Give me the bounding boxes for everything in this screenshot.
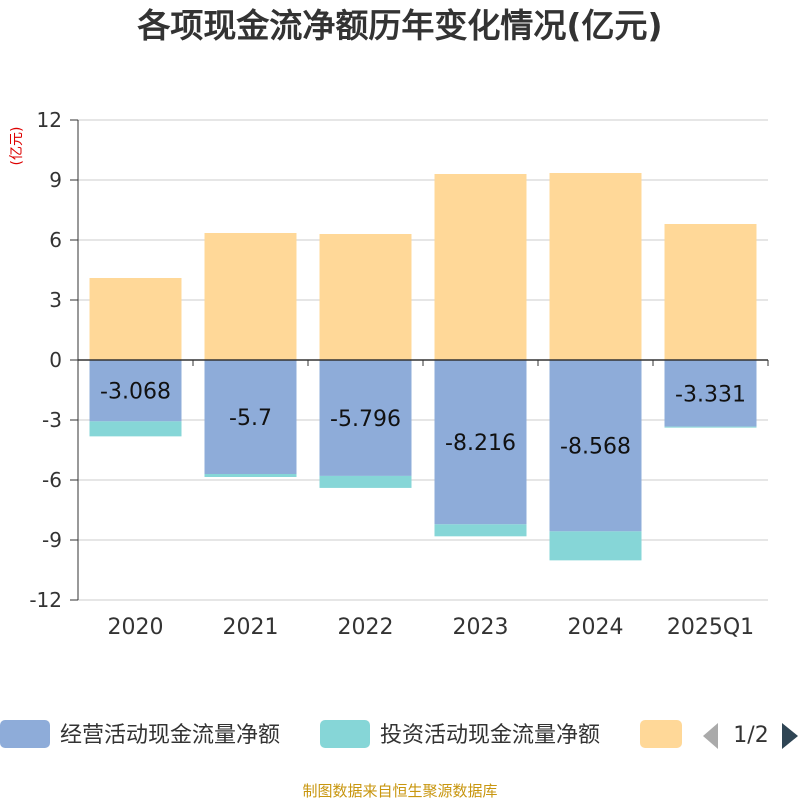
data-label: -3.068 [100,380,171,405]
x-tick-label: 2024 [568,615,624,640]
x-tick-label: 2022 [338,615,394,640]
bar-2022-series-1 [319,475,412,488]
y-tick-labels: 12 9 6 3 0 -3 -6 -9 -12 [29,108,78,612]
data-label: -3.331 [675,382,746,407]
bar-2023-series-1 [434,524,527,537]
legend-swatch-investing [320,720,370,748]
y-tick-label: -12 [29,588,62,612]
y-tick-label: -9 [42,528,62,552]
bar-2021-series-0 [204,360,297,474]
legend-prev-page-icon[interactable] [703,723,718,749]
data-labels: -3.068 -5.7 -5.796 -8.216 -8.568 -3.331 [100,380,746,460]
legend-swatch-operating [0,720,50,748]
bar-2022-series-0 [319,360,412,476]
legend-label-investing: 投资活动现金流量净额 [380,723,600,748]
bar-2021-series-1 [204,474,297,477]
y-tick-label: 6 [49,228,62,252]
chart-title: 各项现金流净额历年变化情况(亿元) [136,6,662,45]
bar-2023-series-0 [434,360,527,525]
y-tick-label: 12 [37,108,62,132]
x-tick-label: 2025Q1 [667,615,754,640]
y-tick-label: -3 [42,408,62,432]
x-tick-labels: 2020 2021 2022 2023 2024 2025Q1 [108,615,755,640]
bar-2025Q1-series-0 [664,360,757,427]
data-label: -8.568 [560,435,631,460]
legend-item-financing[interactable] [640,720,682,748]
legend-item-investing[interactable]: 投资活动现金流量净额 [320,720,600,748]
x-tick-label: 2023 [453,615,509,640]
y-tick-label: 0 [49,348,62,372]
y-tick-label: 3 [49,288,62,312]
legend: 经营活动现金流量净额 投资活动现金流量净额 1/2 [0,720,798,749]
bar-2021-series-2 [204,233,297,360]
bar-2020-series-0 [89,360,182,422]
legend-item-operating[interactable]: 经营活动现金流量净额 [0,720,280,748]
legend-label-operating: 经营活动现金流量净额 [60,723,280,748]
bar-2024-series-0 [549,360,642,532]
data-label: -5.796 [330,407,401,432]
legend-swatch-financing [640,720,682,748]
legend-page-indicator: 1/2 [733,723,768,748]
bar-2023-series-2 [434,174,527,360]
data-source-note: 制图数据来自恒生聚源数据库 [302,782,497,800]
y-tick-label: -6 [42,468,62,492]
bar-2020-series-2 [89,278,182,360]
x-tick-label: 2020 [108,615,164,640]
y-axis-unit: (亿元) [9,127,25,166]
y-tick-label: 9 [49,168,62,192]
data-label: -8.216 [445,431,516,456]
gridlines [78,119,768,601]
legend-next-page-icon[interactable] [782,723,798,749]
bar-2025Q1-series-2 [664,224,757,360]
bars [89,173,757,561]
bar-2024-series-2 [549,173,642,360]
data-label: -5.7 [229,406,272,431]
bar-2020-series-1 [89,421,182,437]
x-tick-label: 2021 [223,615,279,640]
bar-2024-series-1 [549,531,642,561]
axes [77,120,769,600]
bar-2025Q1-series-1 [664,426,757,428]
bar-2022-series-2 [319,234,412,360]
